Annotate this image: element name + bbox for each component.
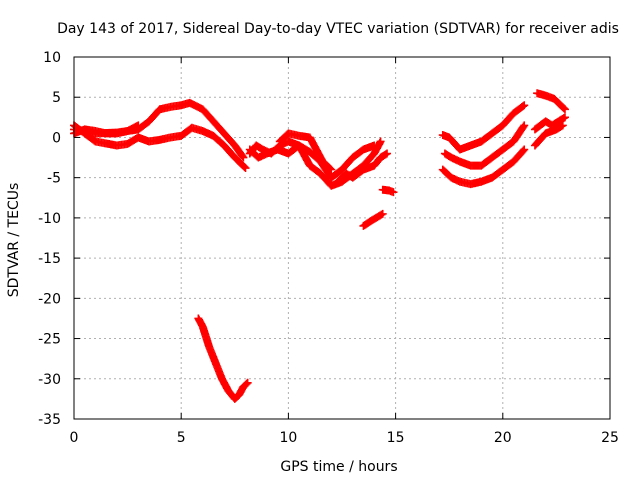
grid-lines [74,57,610,419]
y-tick-label: -30 [38,372,61,388]
data-point [520,101,529,110]
y-axis-label: SDTVAR / TECUs [6,183,22,298]
data-point [242,379,251,388]
series-trace-k [438,101,529,154]
y-tick-label: 0 [52,130,61,146]
series-trace-b [70,121,250,173]
data-point [519,102,528,111]
series-trace-e [245,137,385,190]
series-trace-o [533,89,569,114]
data-point [383,149,392,158]
data-point [238,152,247,161]
series-trace-f [275,129,336,174]
data-point [558,121,567,130]
x-axis-label: GPS time / hours [280,459,397,475]
data-point [560,113,569,122]
data-point [243,378,252,387]
x-tick-label: 0 [70,430,79,446]
series-trace-h [378,185,398,197]
y-tick-label: 10 [43,50,61,66]
series-trace-m [438,145,529,189]
y-tick-label: -10 [38,211,61,227]
data-point [378,209,387,218]
data-point [376,137,385,146]
axis-ticks: 0 5 10 15 20 25 10 5 0 -5 -10 -15 -20 -25 -30 -35 [38,50,619,446]
data-points [70,89,569,403]
series-trace-i [359,209,387,230]
series-trace-p [530,121,567,150]
data-point [560,105,569,114]
series-trace-j [194,314,252,403]
data-point [519,146,528,155]
data-point [557,122,566,131]
series-trace-g [333,149,392,186]
x-tick-label: 25 [601,430,619,446]
x-tick-label: 10 [279,430,297,446]
y-tick-label: 5 [52,90,61,106]
data-point [134,121,143,130]
data-point [326,164,335,173]
x-tick-label: 5 [177,430,186,446]
chart-title: Day 143 of 2017, Sidereal Day-to-day VTE… [57,21,619,37]
y-tick-label: -5 [47,171,61,187]
data-point [519,122,528,131]
data-point [327,165,336,174]
data-point [381,150,390,159]
data-point [559,104,568,113]
y-tick-label: -15 [38,251,61,267]
x-tick-label: 15 [387,430,405,446]
data-point [241,164,250,173]
x-tick-label: 20 [494,430,512,446]
series-trace-c [70,121,143,138]
series-trace-l [440,121,529,170]
data-point [377,210,386,219]
data-point [559,114,568,123]
data-point [520,121,529,130]
data-point [389,188,398,197]
data-point [240,162,249,171]
y-tick-label: -35 [38,412,61,428]
data-point [520,145,529,154]
y-tick-label: -20 [38,291,61,307]
data-point [239,153,248,162]
y-tick-label: -25 [38,332,61,348]
plot-frame [73,56,611,420]
